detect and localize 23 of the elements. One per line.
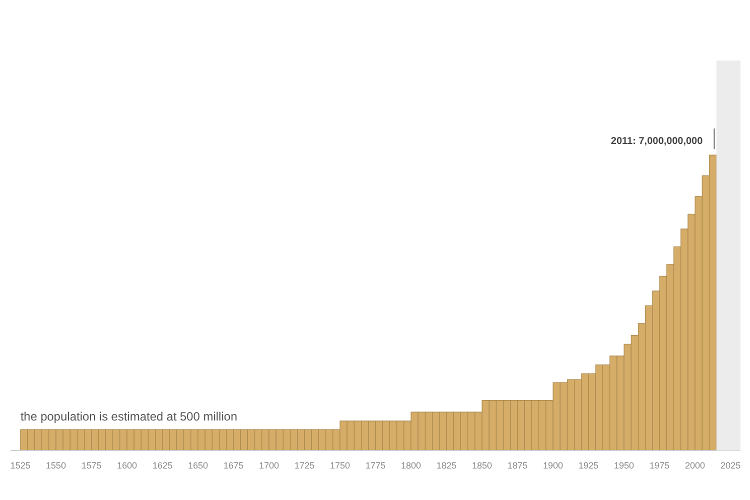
x-tick-label: 1875 — [508, 460, 528, 470]
annotation: 2011: 7,000,000,000 — [610, 136, 704, 148]
x-tick-label: 1725 — [294, 460, 315, 470]
x-tick-label: 1675 — [223, 460, 244, 470]
x-tick-label: 1625 — [152, 460, 172, 470]
x-tick-label: 1600 — [116, 460, 137, 470]
x-tick-label: 1775 — [365, 460, 386, 470]
x-tick-label: 2000 — [685, 460, 706, 470]
x-tick-label: 1900 — [543, 460, 564, 470]
x-tick-label: 1800 — [400, 460, 422, 470]
x-tick-label: 1850 — [472, 460, 492, 470]
x-tick-label: 1650 — [188, 460, 208, 470]
x-tick-label: 2025 — [720, 460, 741, 470]
x-tick-label: 1925 — [578, 460, 599, 470]
x-tick-label: 1525 — [10, 460, 30, 470]
x-tick-label: 1975 — [650, 460, 670, 470]
x-tick-label: 1825 — [436, 460, 457, 470]
x-tick-label: 1575 — [81, 460, 102, 470]
x-tick-label: 1950 — [614, 460, 634, 470]
annotation: the population is estimated at 500 million — [20, 410, 238, 424]
x-tick-label: 1550 — [46, 460, 66, 470]
x-tick-label: 1700 — [258, 460, 280, 470]
x-tick-label: 1750 — [330, 460, 350, 470]
